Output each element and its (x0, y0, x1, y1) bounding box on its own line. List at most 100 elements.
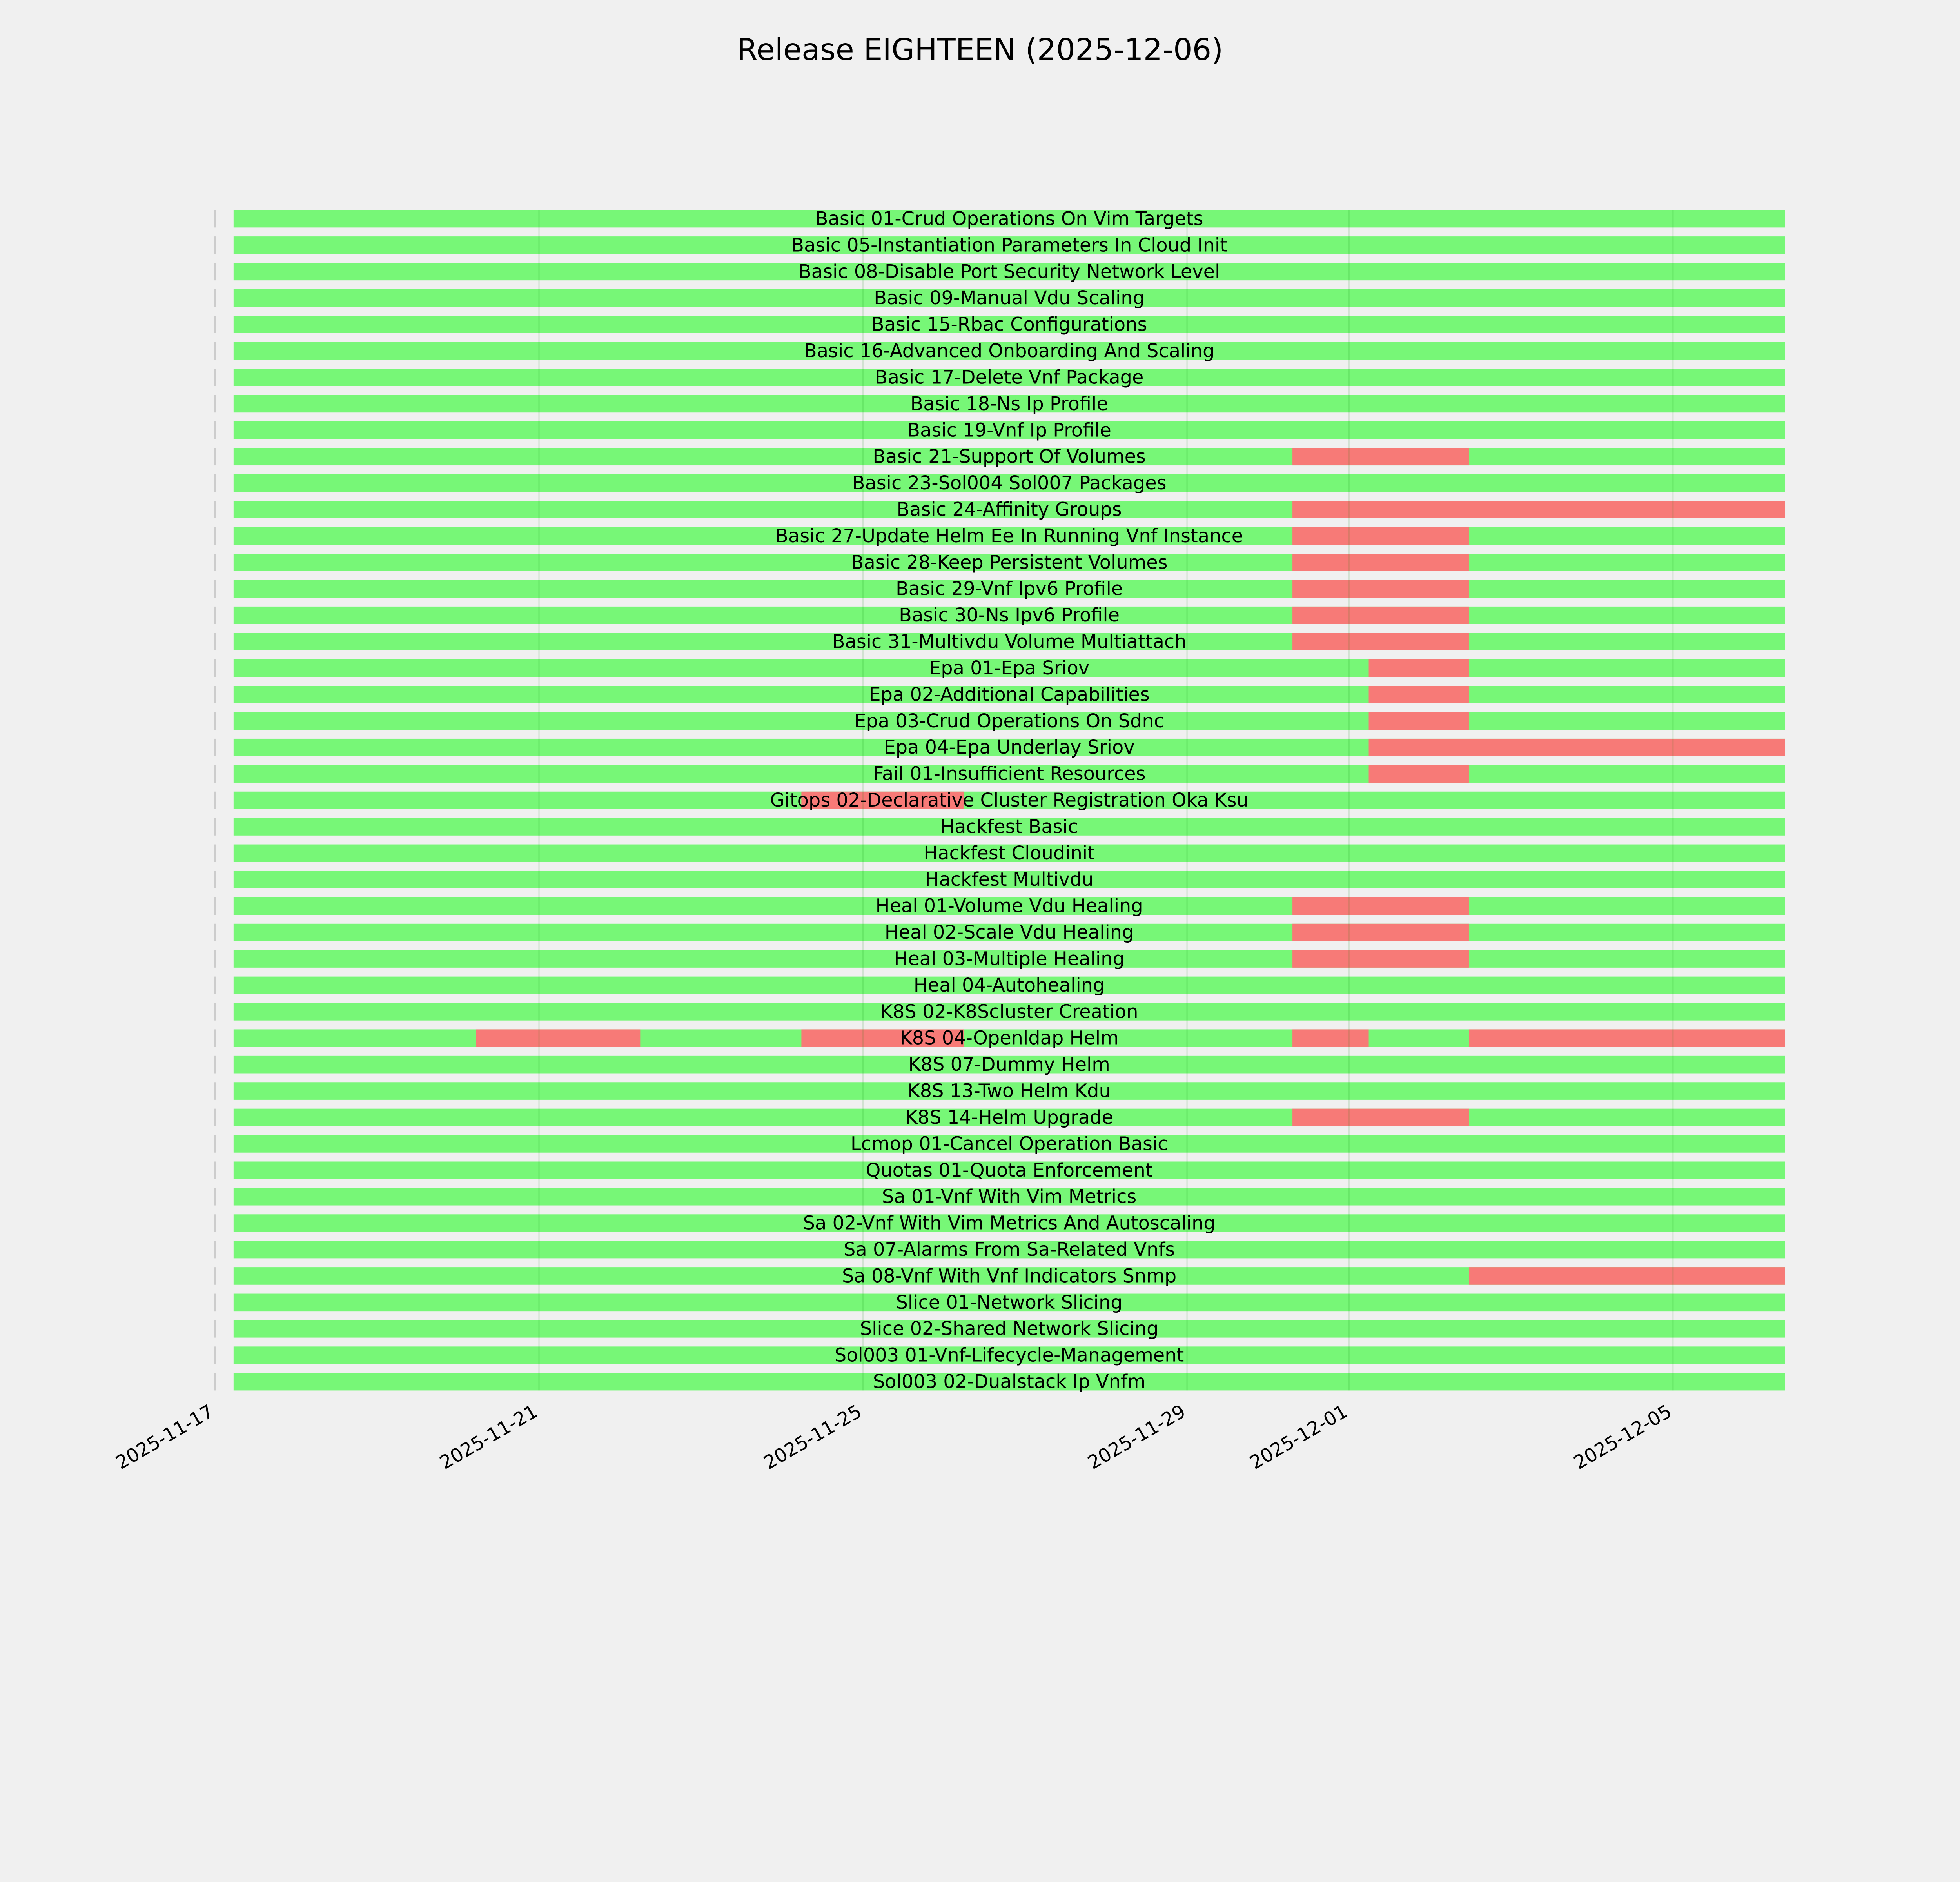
fail-segment (1292, 501, 1785, 518)
gridlines (538, 210, 1674, 1391)
fail-segment (1292, 580, 1469, 598)
pass-bar (233, 633, 1785, 650)
pass-bar (233, 395, 1785, 413)
row-label: Hackfest Multivdu (925, 869, 1093, 890)
fail-segment (1292, 950, 1469, 968)
row-label: Basic 23-Sol004 Sol007 Packages (852, 472, 1167, 494)
fail-segment (1292, 527, 1469, 545)
pass-bar (233, 1320, 1785, 1338)
row-label: Epa 02-Additional Capabilities (869, 684, 1149, 705)
row-label: K8S 13-Two Helm Kdu (907, 1081, 1111, 1102)
pass-bar (233, 1135, 1785, 1153)
row-label: Basic 15-Rbac Configurations (871, 314, 1147, 336)
row-label: K8S 14-Helm Upgrade (905, 1107, 1113, 1128)
pass-bar (233, 580, 1785, 598)
pass-bar (233, 342, 1785, 360)
row-labels: Basic 01-Crud Operations On Vim Targets B… (770, 208, 1248, 1393)
pass-bar (233, 1161, 1785, 1179)
pass-bar (233, 1214, 1785, 1232)
pass-bar (233, 950, 1785, 968)
pass-bar (233, 1373, 1785, 1391)
pass-bar (233, 659, 1785, 677)
row-label: Basic 27-Update Helm Ee In Running Vnf I… (775, 525, 1243, 547)
pass-bar (233, 818, 1785, 836)
row-label: Basic 17-Delete Vnf Package (875, 367, 1144, 388)
pass-bar (233, 210, 1785, 228)
row-label: Basic 28-Keep Persistent Volumes (851, 552, 1168, 573)
fail-segment (1368, 738, 1785, 756)
row-label: Gitops 02-Declarative Cluster Registrati… (770, 790, 1248, 811)
pass-bar (233, 923, 1785, 941)
row-label: Epa 04-Epa Underlay Sriov (884, 737, 1135, 758)
row-label: Hackfest Cloudinit (924, 843, 1095, 864)
pass-bar (233, 421, 1785, 439)
row-label: K8S 04-Openldap Helm (900, 1028, 1118, 1049)
pass-bar (233, 686, 1785, 703)
row-label: Sa 02-Vnf With Vim Metrics And Autoscali… (803, 1213, 1216, 1234)
pass-bar (233, 527, 1785, 545)
pass-bar (233, 765, 1785, 783)
pass-bar (233, 474, 1785, 492)
pass-bar (233, 1241, 1785, 1259)
row-label: Sa 01-Vnf With Vim Metrics (882, 1186, 1136, 1208)
pass-bar (233, 976, 1785, 994)
row-label: Basic 29-Vnf Ipv6 Profile (896, 578, 1123, 600)
row-label: Basic 01-Crud Operations On Vim Targets (815, 208, 1203, 230)
gantt-chart: Release EIGHTEEN (2025-12-06) Basic 01-C… (112, 33, 1785, 1474)
pass-bar (233, 236, 1785, 254)
row-label: Slice 01-Network Slicing (896, 1292, 1123, 1313)
row-label: Hackfest Basic (940, 816, 1078, 837)
pass-bar (233, 1082, 1785, 1100)
row-label: Basic 16-Advanced Onboarding And Scaling (804, 340, 1214, 362)
pass-bar (233, 1003, 1785, 1021)
bars-layer (214, 210, 1785, 1391)
fail-segment (801, 1029, 964, 1047)
fail-segment (1468, 1267, 1785, 1285)
pass-bar (233, 844, 1785, 862)
fail-segment (1292, 923, 1469, 941)
row-label: Epa 01-Epa Sriov (929, 658, 1089, 679)
row-label: Basic 31-Multivdu Volume Multiattach (832, 631, 1187, 653)
row-label: K8S 07-Dummy Helm (908, 1054, 1110, 1075)
row-label: Basic 09-Manual Vdu Scaling (874, 287, 1145, 309)
fail-segment (1292, 448, 1469, 466)
pass-bar (233, 369, 1785, 386)
pass-bar (233, 289, 1785, 307)
row-label: Basic 18-Ns Ip Profile (911, 393, 1108, 415)
row-label: Heal 01-Volume Vdu Healing (876, 896, 1143, 917)
row-label: Heal 04-Autohealing (914, 975, 1105, 996)
row-label: Fail 01-Insufficient Resources (873, 763, 1146, 785)
fail-segment (1292, 606, 1469, 624)
row-label: Sa 07-Alarms From Sa-Related Vnfs (844, 1239, 1175, 1261)
pass-bar (233, 1108, 1785, 1126)
row-label: Slice 02-Shared Network Slicing (860, 1318, 1159, 1340)
pass-bar (233, 1188, 1785, 1206)
fail-segment (1368, 712, 1469, 730)
row-label: Basic 05-Instantiation Parameters In Clo… (791, 234, 1227, 256)
row-label: Sol003 01-Vnf-Lifecycle-Management (835, 1345, 1184, 1366)
pass-bar (233, 791, 1785, 809)
row-label: Basic 21-Support Of Volumes (873, 446, 1146, 468)
fail-segment (801, 791, 964, 809)
row-label: Heal 02-Scale Vdu Healing (885, 922, 1134, 943)
pass-bar (233, 263, 1785, 281)
pass-bar (233, 1055, 1785, 1074)
fail-segment (1468, 1029, 1785, 1047)
row-label: Epa 03-Crud Operations On Sdnc (854, 710, 1164, 732)
row-label: Basic 19-Vnf Ip Profile (907, 420, 1111, 441)
fail-segment (476, 1029, 641, 1047)
row-label: K8S 02-K8Scluster Creation (880, 1001, 1138, 1023)
fail-segment (1368, 686, 1469, 703)
fail-segment (1292, 897, 1469, 915)
pass-bar (233, 554, 1785, 571)
pass-bar (233, 897, 1785, 915)
pass-bar (233, 870, 1785, 888)
row-label: Quotas 01-Quota Enforcement (866, 1160, 1153, 1181)
pass-bar (233, 316, 1785, 333)
row-label: Sol003 02-Dualstack Ip Vnfm (873, 1371, 1146, 1393)
row-label: Heal 03-Multiple Healing (894, 948, 1124, 970)
fail-segment (1292, 1108, 1469, 1126)
fail-segment (1292, 1029, 1369, 1047)
pass-bar (233, 1346, 1785, 1364)
fail-segment (1292, 633, 1469, 650)
